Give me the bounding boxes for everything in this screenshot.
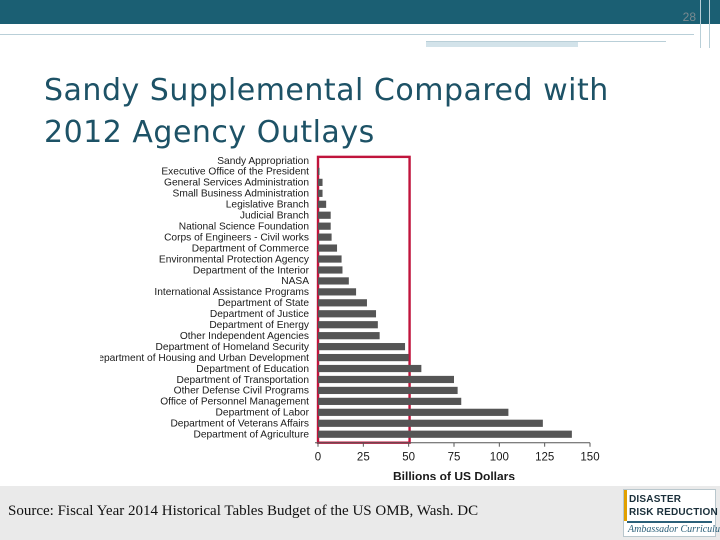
source-caption: Source: Fiscal Year 2014 Historical Tabl… (8, 503, 479, 519)
x-axis-label: Billions of US Dollars (393, 470, 515, 480)
bar (318, 211, 331, 219)
category-label: NASA (281, 276, 309, 287)
category-label: Department of Transportation (176, 375, 309, 386)
category-label: Department of State (218, 298, 310, 309)
x-tick-label: 75 (448, 452, 461, 464)
category-label: Department of Commerce (192, 243, 310, 254)
slide-title: Sandy Supplemental Compared with 2012 Ag… (44, 70, 684, 154)
bar (318, 419, 543, 427)
bar (318, 222, 331, 230)
category-label: Department of Education (196, 364, 309, 375)
bar (318, 321, 378, 329)
bar (318, 277, 349, 285)
bar (318, 266, 343, 274)
category-label: Department of Agriculture (193, 430, 309, 441)
edge-line (709, 0, 710, 48)
category-label: Department of Justice (210, 309, 309, 320)
x-tick-label: 0 (315, 452, 321, 464)
bar (318, 397, 462, 405)
title-line-2: 2012 Agency Outlays (44, 115, 375, 150)
x-tick-label: 25 (357, 452, 370, 464)
bar (318, 167, 320, 176)
bar (318, 375, 454, 384)
category-label: Department of Labor (216, 408, 310, 419)
bar (318, 244, 338, 252)
header-bar (0, 0, 720, 24)
category-label: Department of Veterans Affairs (170, 419, 309, 430)
x-tick-label: 100 (490, 452, 509, 464)
bar (318, 430, 572, 438)
logo-rule (627, 521, 712, 523)
logo-accent-mark (624, 490, 627, 521)
bar (318, 310, 377, 318)
bar (318, 200, 327, 208)
accent-line (426, 41, 666, 42)
logo-line-1: DISASTER (629, 494, 682, 505)
category-label: Environmental Protection Agency (159, 254, 310, 265)
bar (318, 233, 332, 241)
logo-line-3: Ambassador Curriculum (628, 524, 720, 535)
accent-block (426, 42, 578, 47)
bar (318, 364, 422, 373)
title-line-1: Sandy Supplemental Compared with (44, 73, 609, 108)
bar (318, 255, 342, 263)
category-label: Department of the Interior (193, 265, 310, 276)
x-tick-label: 125 (535, 452, 554, 464)
slide-number: 28 (682, 10, 696, 24)
bar (318, 288, 357, 296)
bar (318, 332, 380, 340)
category-label: Legislative Branch (226, 200, 309, 211)
category-label: Department of Housing and Urban Developm… (100, 353, 309, 364)
x-tick-label: 150 (580, 452, 599, 464)
category-label: Other Independent Agencies (180, 331, 309, 342)
category-label: Judicial Branch (240, 211, 309, 222)
logo-line-2: RISK REDUCTION (629, 507, 718, 518)
edge-line (700, 0, 701, 48)
footer-band (0, 486, 720, 540)
category-label: Other Defense Civil Programs (174, 386, 309, 397)
x-tick-label: 50 (402, 452, 415, 464)
bar (318, 386, 458, 395)
category-label: Sandy Appropriation (217, 156, 309, 167)
category-label: National Science Foundation (179, 221, 309, 232)
bar (318, 343, 406, 351)
bar (318, 299, 367, 307)
bar (318, 353, 409, 362)
drr-logo: DISASTER RISK REDUCTION Ambassador Curri… (623, 489, 720, 537)
bar (318, 178, 323, 186)
category-label: Small Business Administration (173, 189, 309, 200)
bar (318, 408, 509, 416)
category-label: International Assistance Programs (154, 287, 309, 298)
category-label: Executive Office of the President (161, 167, 309, 178)
accent-line (0, 34, 694, 35)
category-label: Corps of Engineers - Civil works (164, 232, 309, 243)
category-label: Department of Energy (209, 320, 310, 331)
category-label: Department of Homeland Security (156, 342, 310, 353)
bar (318, 189, 323, 197)
category-label: Office of Personnel Management (160, 397, 309, 408)
category-label: General Services Administration (164, 178, 309, 189)
